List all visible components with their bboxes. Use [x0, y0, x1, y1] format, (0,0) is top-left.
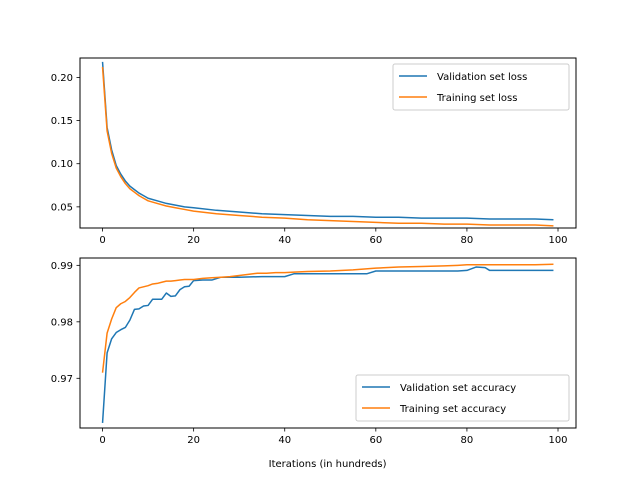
validation-set-loss-line: [101, 61, 554, 221]
x-tick-label: 60: [369, 235, 382, 246]
x-tick-label: 20: [187, 435, 200, 446]
y-tick-label: 0.99: [51, 261, 73, 272]
y-tick-label: 0.15: [51, 116, 73, 127]
y-tick-label: 0.10: [51, 159, 73, 170]
validation-set-accuracy-line: [101, 266, 554, 423]
x-tick-label: 20: [187, 235, 200, 246]
accuracy-plot-frame: [79, 257, 577, 429]
validation-set-loss-legend-label: Validation set loss: [437, 72, 527, 83]
legend-box: [355, 374, 570, 422]
y-tick-label: 0.98: [51, 317, 73, 328]
loss-plot-frame: [79, 57, 577, 229]
accuracy-y-ticks: 0.97 0.98 0.99: [51, 261, 80, 385]
accuracy-x-ticks: 0 20 40 60 80 100: [99, 428, 568, 446]
y-tick-label: 0.97: [51, 374, 73, 385]
x-tick-label: 40: [278, 235, 291, 246]
x-tick-label: 100: [548, 235, 567, 246]
x-tick-label: 0: [99, 435, 105, 446]
training-set-accuracy-line: [101, 263, 554, 373]
x-tick-label: 80: [461, 235, 474, 246]
x-axis-label: Iterations (in hundreds): [269, 459, 387, 470]
legend-box: [392, 63, 570, 111]
x-tick-label: 100: [548, 435, 567, 446]
loss-legend: Validation set loss Training set loss: [392, 63, 570, 111]
x-tick-label: 60: [369, 435, 382, 446]
validation-set-accuracy-legend-label: Validation set accuracy: [400, 383, 516, 394]
x-tick-label: 0: [99, 235, 105, 246]
accuracy-legend: Validation set accuracy Training set accu…: [355, 374, 570, 422]
training-set-accuracy-legend-label: Training set accuracy: [399, 404, 506, 415]
accuracy-plot: 0 20 40 60 80 100 0.97 0.98 0.99 Validation set…: [51, 257, 577, 446]
training-set-loss-line: [101, 67, 554, 227]
loss-x-ticks: 0 20 40 60 80 100: [99, 228, 568, 246]
accuracy-series-lines: [101, 263, 554, 423]
x-tick-label: 40: [278, 435, 291, 446]
y-tick-label: 0.20: [51, 73, 73, 84]
loss-series-lines: [101, 61, 554, 227]
training-set-loss-legend-label: Training set loss: [436, 93, 517, 104]
y-tick-label: 0.05: [51, 202, 73, 213]
loss-y-ticks: 0.05 0.10 0.15 0.20: [51, 73, 80, 213]
x-tick-label: 80: [461, 435, 474, 446]
loss-plot: 0 20 40 60 80 100 0.05 0.10 0.15 0.20 Validation…: [51, 57, 577, 246]
